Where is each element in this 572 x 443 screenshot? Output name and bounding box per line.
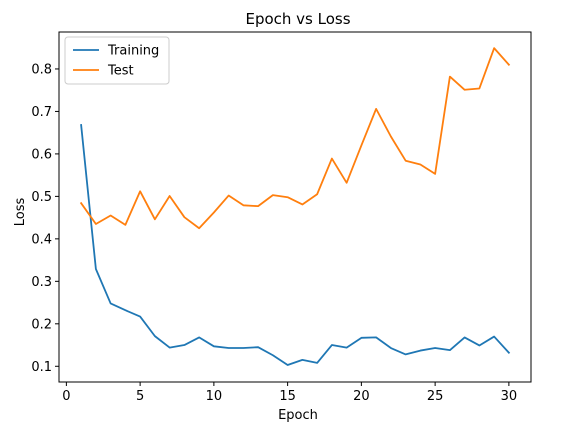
y-tick-label: 0.7 <box>31 105 52 120</box>
x-tick-label: 0 <box>62 389 70 404</box>
legend-label-test: Test <box>107 64 134 79</box>
x-tick-label: 30 <box>501 389 518 404</box>
y-tick-label: 0.1 <box>31 360 52 375</box>
plot-area: 0 5 10 15 20 25 30 0.1 0.2 0.3 0.4 0.5 0.6 0.7 0.8 <box>31 31 532 404</box>
axes-frame <box>58 31 532 383</box>
y-tick-label: 0.8 <box>31 62 52 77</box>
x-tick-label: 15 <box>279 389 296 404</box>
y-tick-label: 0.3 <box>31 275 52 290</box>
series-line-training <box>80 124 511 366</box>
y-axis-label: Loss <box>13 198 28 227</box>
x-tick-label: 25 <box>427 389 444 404</box>
x-axis-label: Epoch <box>278 408 318 423</box>
legend: Training Test <box>64 36 170 85</box>
legend-box <box>64 36 170 85</box>
legend-label-training: Training <box>107 44 159 59</box>
y-tick-label: 0.5 <box>31 190 52 205</box>
x-tick-label: 20 <box>353 389 370 404</box>
series-line-test <box>79 47 511 230</box>
y-tick-label: 0.6 <box>31 147 52 162</box>
x-tick-label: 5 <box>136 389 144 404</box>
x-tick-label: 10 <box>206 389 223 404</box>
chart-title: Epoch vs Loss <box>245 10 350 28</box>
y-tick-label: 0.2 <box>31 317 52 332</box>
y-tick-label: 0.4 <box>31 232 52 247</box>
